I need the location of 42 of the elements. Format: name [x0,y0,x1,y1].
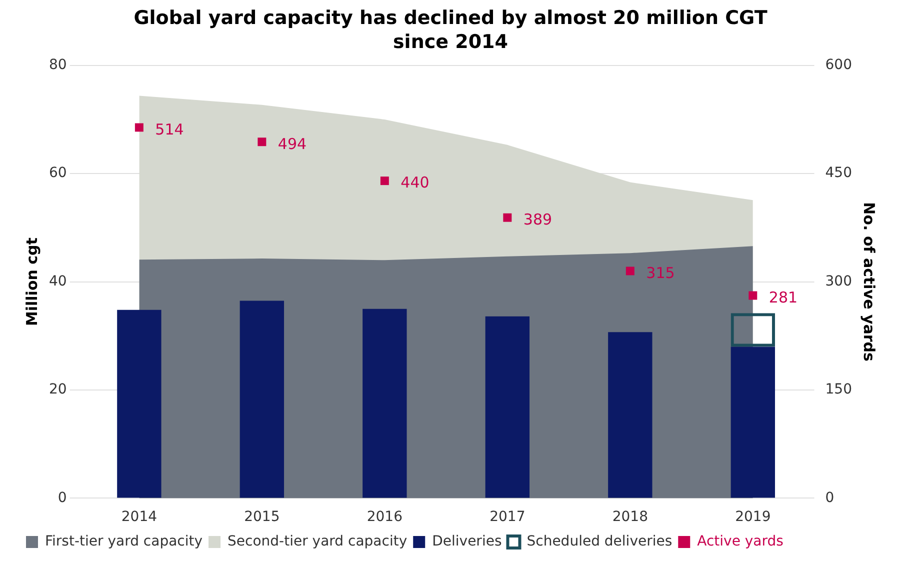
point [503,213,512,222]
data-label: 440 [400,174,430,192]
y-tick-label: 80 [48,57,67,74]
data-label: 494 [278,134,307,153]
legend-label: Second-tier yard capacity [228,534,408,550]
bar [117,310,162,498]
legend-label: Scheduled deliveries [526,534,672,550]
x-tick-label: 2014 [121,509,158,526]
data-label: 281 [768,288,798,306]
y2-tick-label: 150 [825,382,852,398]
y-tick-label: 60 [48,165,67,182]
x-tick-label: 2019 [735,509,771,526]
y2-axis-title: No. of active yards [860,202,878,362]
x-tick-label: 2015 [244,509,280,526]
y-tick-label: 0 [58,490,67,506]
x-tick-label: 2018 [612,509,648,526]
bar [485,316,530,498]
y2-tick-label: 600 [825,57,852,74]
x-tick-label: 2016 [366,509,403,526]
bar [730,346,775,498]
legend-label: First-tier yard capacity [45,534,203,550]
data-label: 389 [523,210,552,228]
y-tick-label: 40 [48,273,67,290]
y-tick-label: 20 [48,382,67,398]
bar [240,300,284,498]
x-tick-label: 2017 [490,509,526,526]
y2-tick-label: 0 [825,490,834,506]
chart-title: Global yard capacity has declined by almost 20 million CGT since 2014 [132,6,768,54]
y2-tick-label: 300 [825,273,852,290]
bar [608,332,652,498]
point [380,176,389,186]
point [748,291,758,300]
legend-label: Deliveries [432,534,502,550]
legend-label: Active yards [697,534,784,550]
y2-tick-label: 450 [825,165,852,182]
data-label: 315 [646,264,675,282]
point [258,138,266,146]
data-label: 514 [155,120,184,138]
y-axis-title: Million cgt [22,238,41,326]
point [626,266,634,276]
point [134,123,144,132]
bar [362,308,407,498]
